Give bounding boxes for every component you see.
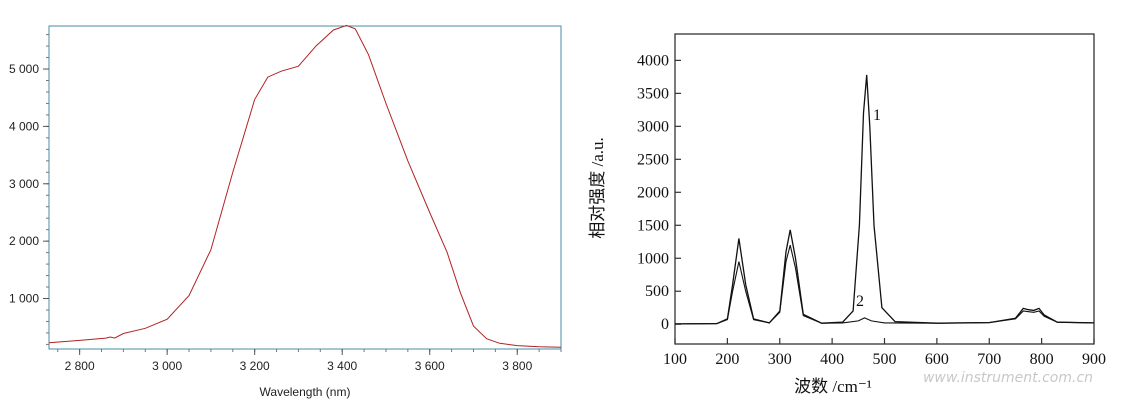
right-x-tick-label: 700 [977,351,1001,368]
left-y-tick-label: 5 000 [9,62,39,76]
left-x-tick-label: 3 200 [240,359,270,373]
left-x-tick-label: 3 400 [327,359,357,373]
right-y-tick-label: 0 [661,316,669,333]
right-y-tick-label: 2500 [637,151,669,168]
right-plot-frame [674,33,1095,345]
right-y-axis-label: 相对强度 /a.u. [588,137,607,239]
left-y-tick-label: 1 000 [9,292,39,306]
left-y-tick-label: 2 000 [9,234,39,248]
right-x-tick-label: 500 [873,351,897,368]
right-x-tick-label: 400 [820,351,844,368]
right-x-axis-label: 波数 /cm⁻¹ [794,377,872,396]
series-2-annotation: 2 [856,293,864,310]
right-x-tick-label: 900 [1082,351,1106,368]
left-x-tick-label: 3 800 [502,359,532,373]
series-1-annotation: 1 [873,107,881,124]
watermark: www.instrument.com.cn [923,370,1093,386]
right-y-tick-label: 3000 [637,118,669,135]
right-x-tick-label: 800 [1030,351,1054,368]
right-x-tick-label: 300 [768,351,792,368]
right-x-tick-label: 100 [663,351,687,368]
left-y-tick-label: 3 000 [9,177,39,191]
right-y-axis: 0 500 1000 1500 2000 2500 3000 3500 4000 [637,52,681,333]
right-x-axis: 100 200 300 400 500 600 700 800 900 [663,338,1106,368]
left-x-tick-label: 3 000 [152,359,182,373]
left-x-axis-label: Wavelength (nm) [260,385,351,399]
left-series-line [48,24,562,348]
left-x-axis: 2 800 3 000 3 200 3 400 3 600 3 800 [57,349,562,373]
left-y-tick-label: 4 000 [9,119,39,133]
right-y-tick-label: 4000 [637,52,669,69]
right-y-tick-label: 2000 [637,184,669,201]
right-y-tick-label: 500 [645,283,669,300]
right-x-tick-label: 600 [925,351,949,368]
right-y-tick-label: 1500 [637,217,669,234]
left-plot-frame [48,25,562,350]
right-series-2-line [674,244,1095,325]
right-y-tick-label: 3500 [637,85,669,102]
left-chart: 1 000 2 000 3 000 4 000 5 000 2 800 3 000 3 20… [9,24,562,399]
left-x-tick-label: 2 800 [65,359,95,373]
left-y-axis: 1 000 2 000 3 000 4 000 5 000 [9,34,49,345]
left-x-tick-label: 3 600 [415,359,445,373]
right-y-tick-label: 1000 [637,250,669,267]
right-series-1-line [674,74,1095,325]
right-x-tick-label: 200 [715,351,739,368]
